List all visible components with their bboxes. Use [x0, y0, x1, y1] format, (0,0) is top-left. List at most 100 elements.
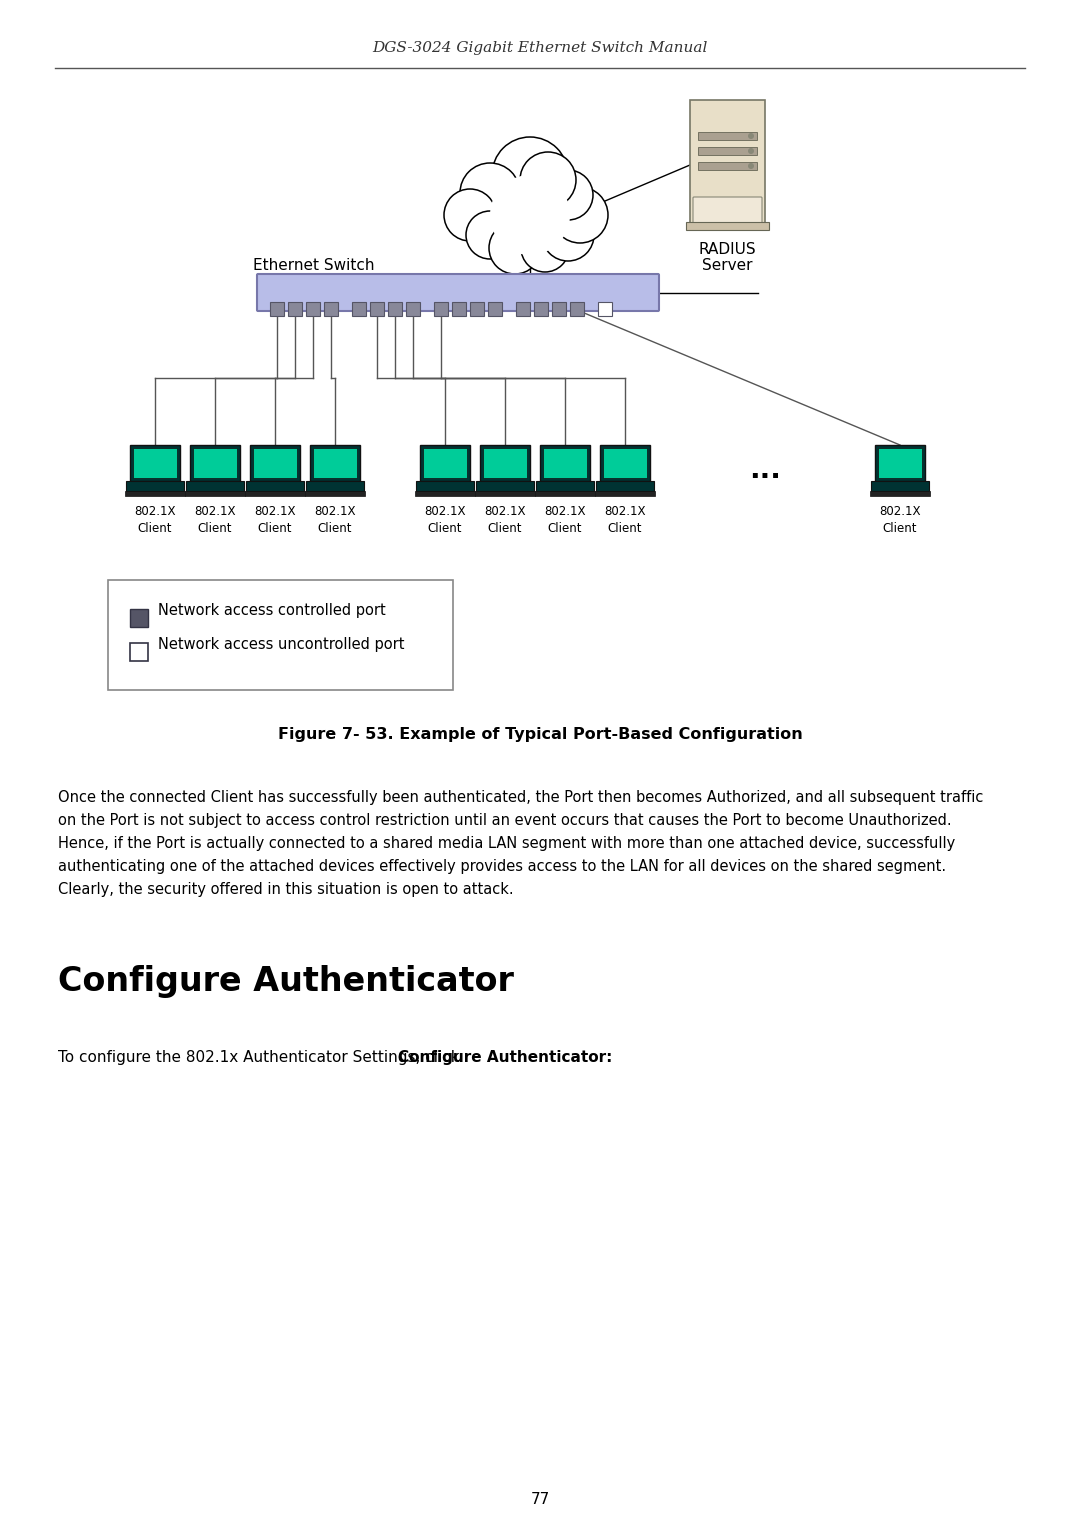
- Text: 802.1X
Client: 802.1X Client: [134, 504, 176, 535]
- Circle shape: [444, 189, 496, 241]
- Bar: [253, 448, 297, 478]
- Bar: [246, 481, 303, 490]
- Bar: [475, 490, 535, 497]
- Text: Network access controlled port: Network access controlled port: [158, 602, 386, 617]
- Bar: [416, 481, 474, 490]
- Bar: [698, 147, 757, 154]
- Text: Network access uncontrolled port: Network access uncontrolled port: [158, 637, 405, 651]
- Bar: [370, 303, 384, 316]
- Bar: [130, 610, 148, 626]
- Bar: [270, 303, 284, 316]
- Text: 802.1X
Client: 802.1X Client: [314, 504, 355, 535]
- Bar: [570, 303, 584, 316]
- Bar: [193, 448, 237, 478]
- Circle shape: [748, 148, 754, 154]
- Text: on the Port is not subject to access control restriction until an event occurs t: on the Port is not subject to access con…: [58, 813, 951, 828]
- Bar: [535, 490, 595, 497]
- Bar: [125, 490, 185, 497]
- Text: Clearly, the security offered in this situation is open to attack.: Clearly, the security offered in this si…: [58, 882, 514, 897]
- Text: Configure Authenticator: Configure Authenticator: [58, 966, 514, 998]
- Bar: [249, 445, 300, 481]
- Bar: [423, 448, 467, 478]
- Bar: [870, 490, 930, 497]
- Text: 77: 77: [530, 1493, 550, 1508]
- Bar: [598, 303, 612, 316]
- Text: DGS-3024 Gigabit Ethernet Switch Manual: DGS-3024 Gigabit Ethernet Switch Manual: [373, 41, 707, 55]
- Circle shape: [519, 151, 576, 208]
- Bar: [470, 303, 484, 316]
- Bar: [552, 303, 566, 316]
- Bar: [352, 303, 366, 316]
- FancyBboxPatch shape: [108, 581, 453, 691]
- Bar: [870, 481, 929, 490]
- Bar: [130, 643, 148, 662]
- Text: Server: Server: [702, 258, 753, 274]
- Text: 802.1X
Client: 802.1X Client: [544, 504, 585, 535]
- Text: 802.1X
Client: 802.1X Client: [879, 504, 921, 535]
- Text: 802.1X
Client: 802.1X Client: [254, 504, 296, 535]
- Circle shape: [492, 138, 568, 212]
- Bar: [690, 99, 765, 231]
- Bar: [186, 481, 244, 490]
- Bar: [388, 303, 402, 316]
- Bar: [126, 481, 184, 490]
- Circle shape: [748, 133, 754, 139]
- Bar: [698, 131, 757, 141]
- Bar: [310, 445, 360, 481]
- Bar: [434, 303, 448, 316]
- FancyBboxPatch shape: [257, 274, 659, 312]
- Bar: [698, 162, 757, 170]
- Bar: [480, 445, 530, 481]
- Bar: [133, 448, 177, 478]
- Text: 802.1X
Client: 802.1X Client: [604, 504, 646, 535]
- Text: Configure Authenticator:: Configure Authenticator:: [399, 1050, 612, 1065]
- Bar: [878, 448, 922, 478]
- Bar: [534, 303, 548, 316]
- Text: Hence, if the Port is actually connected to a shared media LAN segment with more: Hence, if the Port is actually connected…: [58, 836, 955, 851]
- Bar: [185, 490, 245, 497]
- Bar: [190, 445, 240, 481]
- Text: 802.1X
Client: 802.1X Client: [424, 504, 465, 535]
- Bar: [875, 445, 924, 481]
- Text: RADIUS: RADIUS: [699, 243, 756, 258]
- Circle shape: [543, 170, 593, 220]
- Circle shape: [460, 163, 519, 223]
- Bar: [540, 445, 590, 481]
- Circle shape: [521, 225, 569, 272]
- Bar: [603, 448, 647, 478]
- Bar: [516, 303, 530, 316]
- Bar: [288, 303, 302, 316]
- Bar: [306, 303, 320, 316]
- Text: Once the connected Client has successfully been authenticated, the Port then bec: Once the connected Client has successful…: [58, 790, 984, 805]
- FancyBboxPatch shape: [693, 197, 762, 228]
- Bar: [415, 490, 475, 497]
- Circle shape: [748, 163, 754, 170]
- Bar: [406, 303, 420, 316]
- Bar: [686, 222, 769, 231]
- Bar: [245, 490, 305, 497]
- Bar: [600, 445, 650, 481]
- Bar: [453, 303, 465, 316]
- Text: authenticating one of the attached devices effectively provides access to the LA: authenticating one of the attached devic…: [58, 859, 946, 874]
- Bar: [476, 481, 534, 490]
- Circle shape: [489, 222, 541, 274]
- Bar: [130, 445, 180, 481]
- Text: Ethernet Switch: Ethernet Switch: [253, 258, 375, 272]
- Bar: [305, 490, 365, 497]
- Circle shape: [465, 211, 514, 260]
- Circle shape: [542, 209, 594, 261]
- Text: 802.1X
Client: 802.1X Client: [484, 504, 526, 535]
- Bar: [536, 481, 594, 490]
- Text: To configure the 802.1x Authenticator Settings, click: To configure the 802.1x Authenticator Se…: [58, 1050, 464, 1065]
- Bar: [543, 448, 588, 478]
- Bar: [313, 448, 357, 478]
- Bar: [596, 481, 654, 490]
- Circle shape: [490, 176, 570, 255]
- Bar: [595, 490, 654, 497]
- Bar: [488, 303, 502, 316]
- Bar: [306, 481, 364, 490]
- Bar: [483, 448, 527, 478]
- Text: Figure 7- 53. Example of Typical Port-Based Configuration: Figure 7- 53. Example of Typical Port-Ba…: [278, 727, 802, 743]
- Circle shape: [552, 186, 608, 243]
- Text: ...: ...: [750, 455, 781, 484]
